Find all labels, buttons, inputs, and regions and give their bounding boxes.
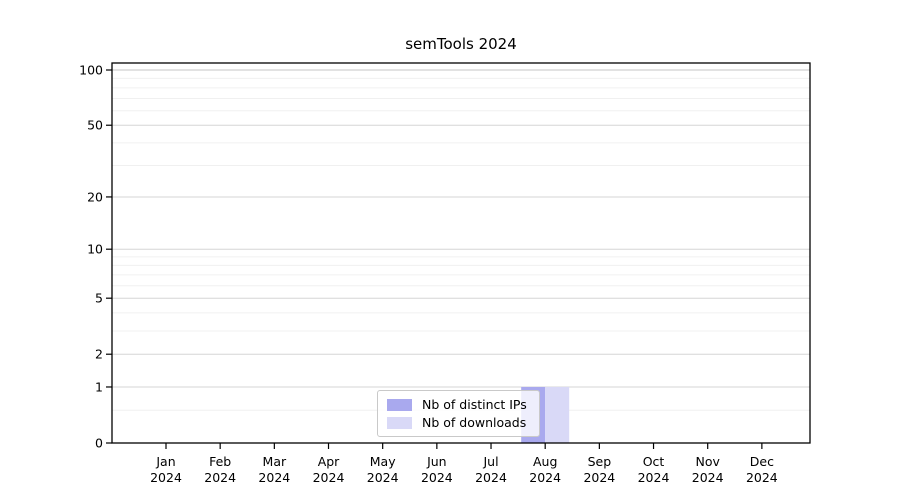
y-tick-label-0: 0	[95, 436, 103, 451]
y-tick-label-20: 20	[87, 189, 103, 204]
legend-swatch-distinct-ips-icon	[387, 399, 412, 411]
bar-downloads-aug	[545, 386, 570, 443]
plot-border	[111, 62, 811, 444]
x-tick-label-month-sep: Sep	[588, 454, 612, 469]
x-tick-label-year-may: 2024	[367, 470, 399, 485]
x-tick-label-month-jun: Jun	[426, 454, 447, 469]
x-tick-label-month-jul: Jul	[482, 454, 498, 469]
x-tick-label-year-mar: 2024	[258, 470, 290, 485]
x-tick-label-year-nov: 2024	[692, 470, 724, 485]
legend-row-distinct-ips: Nb of distinct IPs	[387, 397, 531, 413]
x-tick-label-month-feb: Feb	[209, 454, 231, 469]
x-tick-label-year-feb: 2024	[204, 470, 236, 485]
x-tick-label-year-dec: 2024	[746, 470, 778, 485]
y-tick-label-50: 50	[87, 118, 103, 133]
x-tick-label-year-jan: 2024	[150, 470, 182, 485]
x-tick-label-year-aug: 2024	[529, 470, 561, 485]
x-tick-label-month-dec: Dec	[750, 454, 774, 469]
y-tick-label-100: 100	[79, 63, 103, 78]
x-tick-label-month-nov: Nov	[695, 454, 720, 469]
x-tick-label-month-oct: Oct	[643, 454, 665, 469]
x-tick-label-month-may: May	[370, 454, 396, 469]
x-tick-label-year-jul: 2024	[475, 470, 507, 485]
chart-title: semTools 2024	[405, 35, 517, 53]
x-tick-label-year-sep: 2024	[583, 470, 615, 485]
y-tick-label-1: 1	[95, 379, 103, 394]
x-tick-label-month-apr: Apr	[318, 454, 340, 469]
legend-label-downloads: Nb of downloads	[422, 415, 527, 430]
x-tick-label-month-jan: Jan	[155, 454, 175, 469]
x-tick-label-month-mar: Mar	[263, 454, 287, 469]
legend-row-downloads: Nb of downloads	[387, 415, 531, 431]
legend: Nb of distinct IPs Nb of downloads	[377, 390, 540, 437]
x-tick-label-month-aug: Aug	[533, 454, 557, 469]
y-tick-label-5: 5	[95, 291, 103, 306]
x-tick-label-year-jun: 2024	[421, 470, 453, 485]
y-tick-label-10: 10	[87, 242, 103, 257]
x-tick-label-year-apr: 2024	[313, 470, 345, 485]
x-tick-label-year-oct: 2024	[638, 470, 670, 485]
legend-label-distinct-ips: Nb of distinct IPs	[422, 397, 527, 412]
y-tick-label-2: 2	[95, 347, 103, 362]
legend-swatch-downloads-icon	[387, 417, 412, 429]
